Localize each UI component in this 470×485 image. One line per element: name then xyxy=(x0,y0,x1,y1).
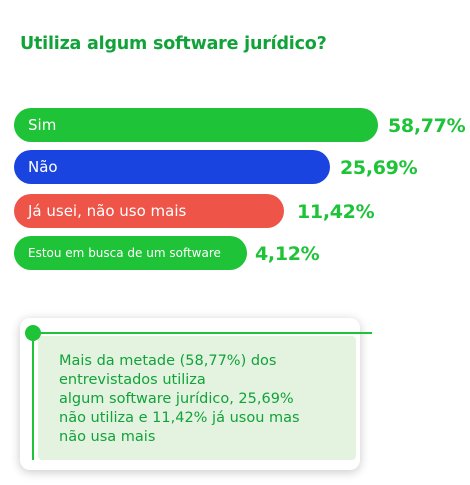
bar-1: Sim xyxy=(14,108,378,142)
chart-title: Utiliza algum software jurídico? xyxy=(20,34,327,54)
bar-category-label: Estou em busca de um software xyxy=(28,246,221,260)
summary-line-2: entrevistados utiliza xyxy=(59,372,206,388)
summary-line-5: não usa mais xyxy=(59,429,156,445)
bar-3: Já usei, não uso mais xyxy=(14,194,284,228)
summary-line-3: algum software jurídico, 25,69% xyxy=(59,391,294,407)
summary-line-1: Mais da metade (58,77%) dos xyxy=(59,353,277,369)
bar-value-label: 4,12% xyxy=(255,243,320,265)
bar-category-label: Sim xyxy=(28,116,57,134)
bar-value-label: 58,77% xyxy=(388,115,466,137)
bar-2: Não xyxy=(14,150,330,184)
bar-chart: Sim 58,77% Não 25,69% Já usei, não uso mais 1… xyxy=(14,108,466,270)
summary-line-4: não utiliza e 11,42% já usou mas xyxy=(59,410,300,426)
summary-text: Mais da metade (58,77%) dos entrevistado… xyxy=(59,352,349,447)
card-accent-dot xyxy=(25,325,41,341)
bar-category-label: Não xyxy=(28,158,58,176)
summary-card-background xyxy=(38,336,356,460)
bar-category-label: Já usei, não uso mais xyxy=(28,202,187,220)
bar-4: Estou em busca de um software xyxy=(14,236,247,270)
card-accent-line-vertical xyxy=(32,332,34,460)
card-accent-line xyxy=(32,332,372,334)
bar-value-label: 11,42% xyxy=(297,201,375,223)
bar-value-label: 25,69% xyxy=(340,157,418,179)
summary-card: Mais da metade (58,77%) dos entrevistado… xyxy=(20,318,372,470)
